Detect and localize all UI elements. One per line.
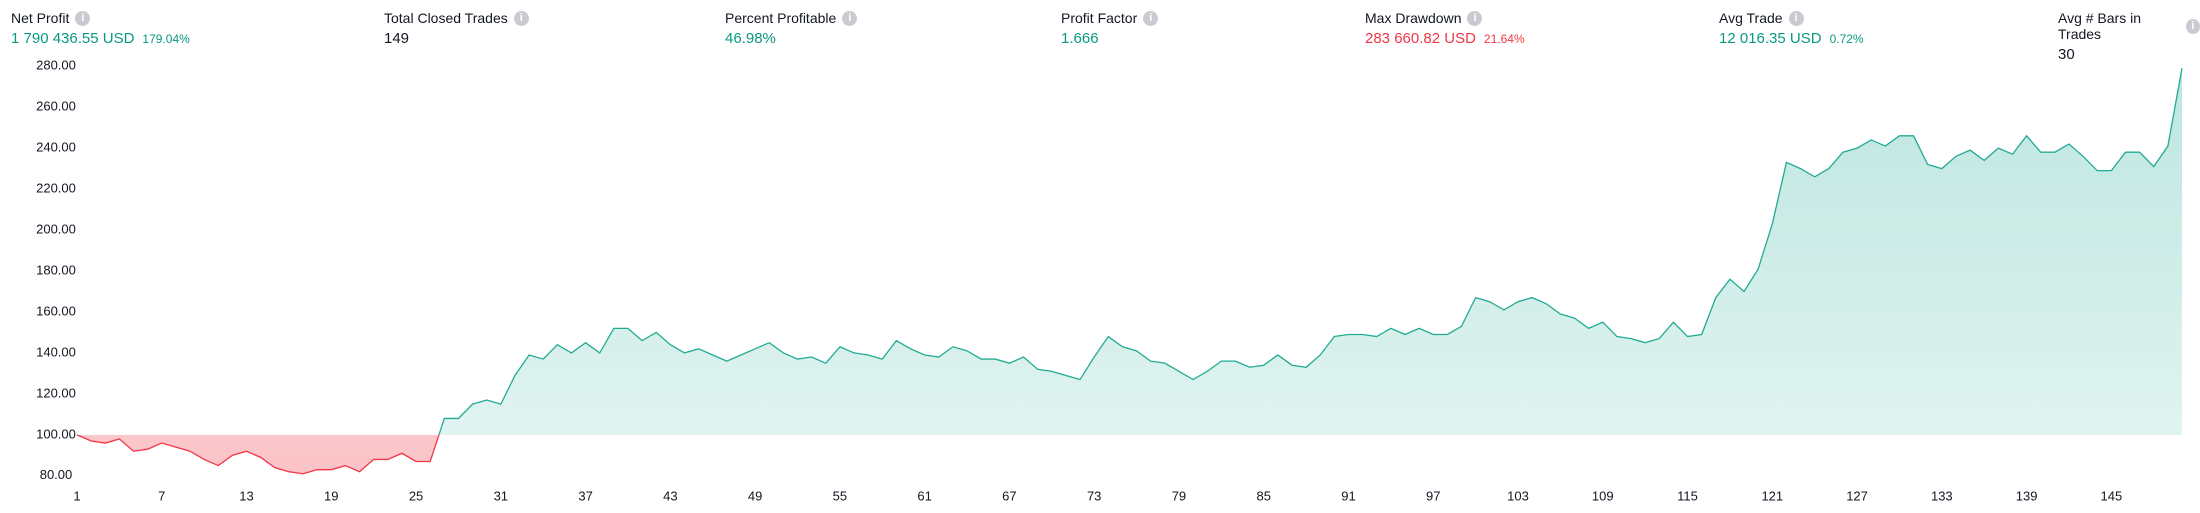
info-icon[interactable]: i <box>1467 10 1483 26</box>
metric-label: Profit Factor <box>1061 10 1138 26</box>
metric-label-row: Total Closed Trades i <box>384 10 529 26</box>
x-tick-label: 73 <box>1087 488 1101 503</box>
stats-bar: Net Profit i 1 790 436.55 USD 179.04% Total … <box>0 0 2200 63</box>
x-tick-label: 121 <box>1761 488 1783 503</box>
metric-value: 1 790 436.55 USD <box>11 30 135 47</box>
y-tick-label: 180.00 <box>36 262 76 277</box>
metric-label-row: Avg Trade i <box>1719 10 1864 26</box>
metric-value-row: 30 <box>2058 46 2200 63</box>
y-tick-label: 160.00 <box>36 303 76 318</box>
x-tick-label: 127 <box>1846 488 1868 503</box>
x-tick-label: 79 <box>1172 488 1186 503</box>
y-tick-label: 240.00 <box>36 140 76 155</box>
metric-label: Avg # Bars in Trades <box>2058 10 2142 42</box>
x-tick-label: 43 <box>663 488 677 503</box>
metric-label: Net Profit <box>11 10 70 26</box>
metric-label-row: Profit Factor i <box>1061 10 1159 26</box>
area-up <box>77 68 2182 435</box>
y-tick-label: 260.00 <box>36 99 76 114</box>
metric-value-row: 1.666 <box>1061 30 1158 47</box>
info-icon[interactable]: i <box>75 10 91 26</box>
metric-sub: 179.04% <box>142 32 190 46</box>
metric-label: Avg Trade <box>1719 10 1783 26</box>
x-tick-label: 25 <box>409 488 423 503</box>
x-tick-label: 109 <box>1592 488 1614 503</box>
line-up <box>76 68 2183 435</box>
metric-label: Total Closed Trades <box>384 10 508 26</box>
y-tick-label: 100.00 <box>36 426 76 441</box>
metric-label-row: Max Drawdown i <box>1365 10 1525 26</box>
metric-value: 30 <box>2058 46 2075 63</box>
y-tick-label: 220.00 <box>36 181 76 196</box>
y-tick-label: 280.00 <box>36 58 76 73</box>
x-tick-label: 139 <box>2016 488 2038 503</box>
x-tick-label: 55 <box>833 488 847 503</box>
metric-value: 1.666 <box>1061 30 1099 47</box>
metric-sub: 0.72% <box>1829 32 1864 46</box>
metric: Net Profit i 1 790 436.55 USD 179.04% <box>11 10 190 47</box>
x-tick-label: 67 <box>1002 488 1016 503</box>
x-tick-label: 49 <box>748 488 762 503</box>
x-tick-label: 91 <box>1341 488 1355 503</box>
x-tick-label: 85 <box>1256 488 1270 503</box>
metric-label: Percent Profitable <box>725 10 837 26</box>
metric: Avg Trade i 12 016.35 USD 0.72% <box>1719 10 1864 47</box>
metric: Total Closed Trades i 149 <box>384 10 529 47</box>
metric-value: 149 <box>384 30 410 47</box>
metric-value-row: 149 <box>384 30 529 47</box>
y-tick-label: 80.00 <box>40 467 73 482</box>
x-tick-label: 133 <box>1931 488 1953 503</box>
x-tick-label: 1 <box>73 488 80 503</box>
metric-value: 46.98% <box>725 30 776 47</box>
x-tick-label: 97 <box>1426 488 1440 503</box>
x-tick-label: 13 <box>239 488 253 503</box>
x-tick-label: 115 <box>1677 488 1698 503</box>
metric-value-row: 12 016.35 USD 0.72% <box>1719 30 1864 47</box>
metric-label-row: Percent Profitable i <box>725 10 858 26</box>
line-down <box>76 434 440 475</box>
metric-label: Max Drawdown <box>1365 10 1462 26</box>
info-icon[interactable]: i <box>842 10 858 26</box>
x-tick-label: 145 <box>2101 488 2123 503</box>
x-tick-label: 7 <box>158 488 165 503</box>
info-icon[interactable]: i <box>1788 10 1804 26</box>
metric-value-row: 283 660.82 USD 21.64% <box>1365 30 1525 47</box>
x-tick-label: 103 <box>1507 488 1529 503</box>
info-icon[interactable]: i <box>2185 18 2200 34</box>
metric: Avg # Bars in Trades i 30 <box>2058 10 2200 63</box>
metric: Percent Profitable i 46.98% <box>725 10 858 47</box>
info-icon[interactable]: i <box>513 10 529 26</box>
metric-sub: 21.64% <box>1483 32 1525 46</box>
x-tick-label: 61 <box>917 488 931 503</box>
metric-value-row: 46.98% <box>725 30 857 47</box>
metric-value-row: 1 790 436.55 USD 179.04% <box>11 30 190 47</box>
y-tick-label: 140.00 <box>36 344 76 359</box>
metric-label-row: Avg # Bars in Trades i <box>2058 10 2200 42</box>
x-tick-label: 37 <box>578 488 592 503</box>
x-tick-label: 31 <box>494 488 508 503</box>
y-tick-label: 120.00 <box>36 385 76 400</box>
metric-label-row: Net Profit i <box>11 10 190 26</box>
metric-value: 283 660.82 USD <box>1365 30 1476 47</box>
metric: Profit Factor i 1.666 <box>1061 10 1159 47</box>
metric: Max Drawdown i 283 660.82 USD 21.64% <box>1365 10 1525 47</box>
x-tick-label: 19 <box>324 488 338 503</box>
info-icon[interactable]: i <box>1143 10 1159 26</box>
metric-value: 12 016.35 USD <box>1719 30 1822 47</box>
y-tick-label: 200.00 <box>36 221 76 236</box>
